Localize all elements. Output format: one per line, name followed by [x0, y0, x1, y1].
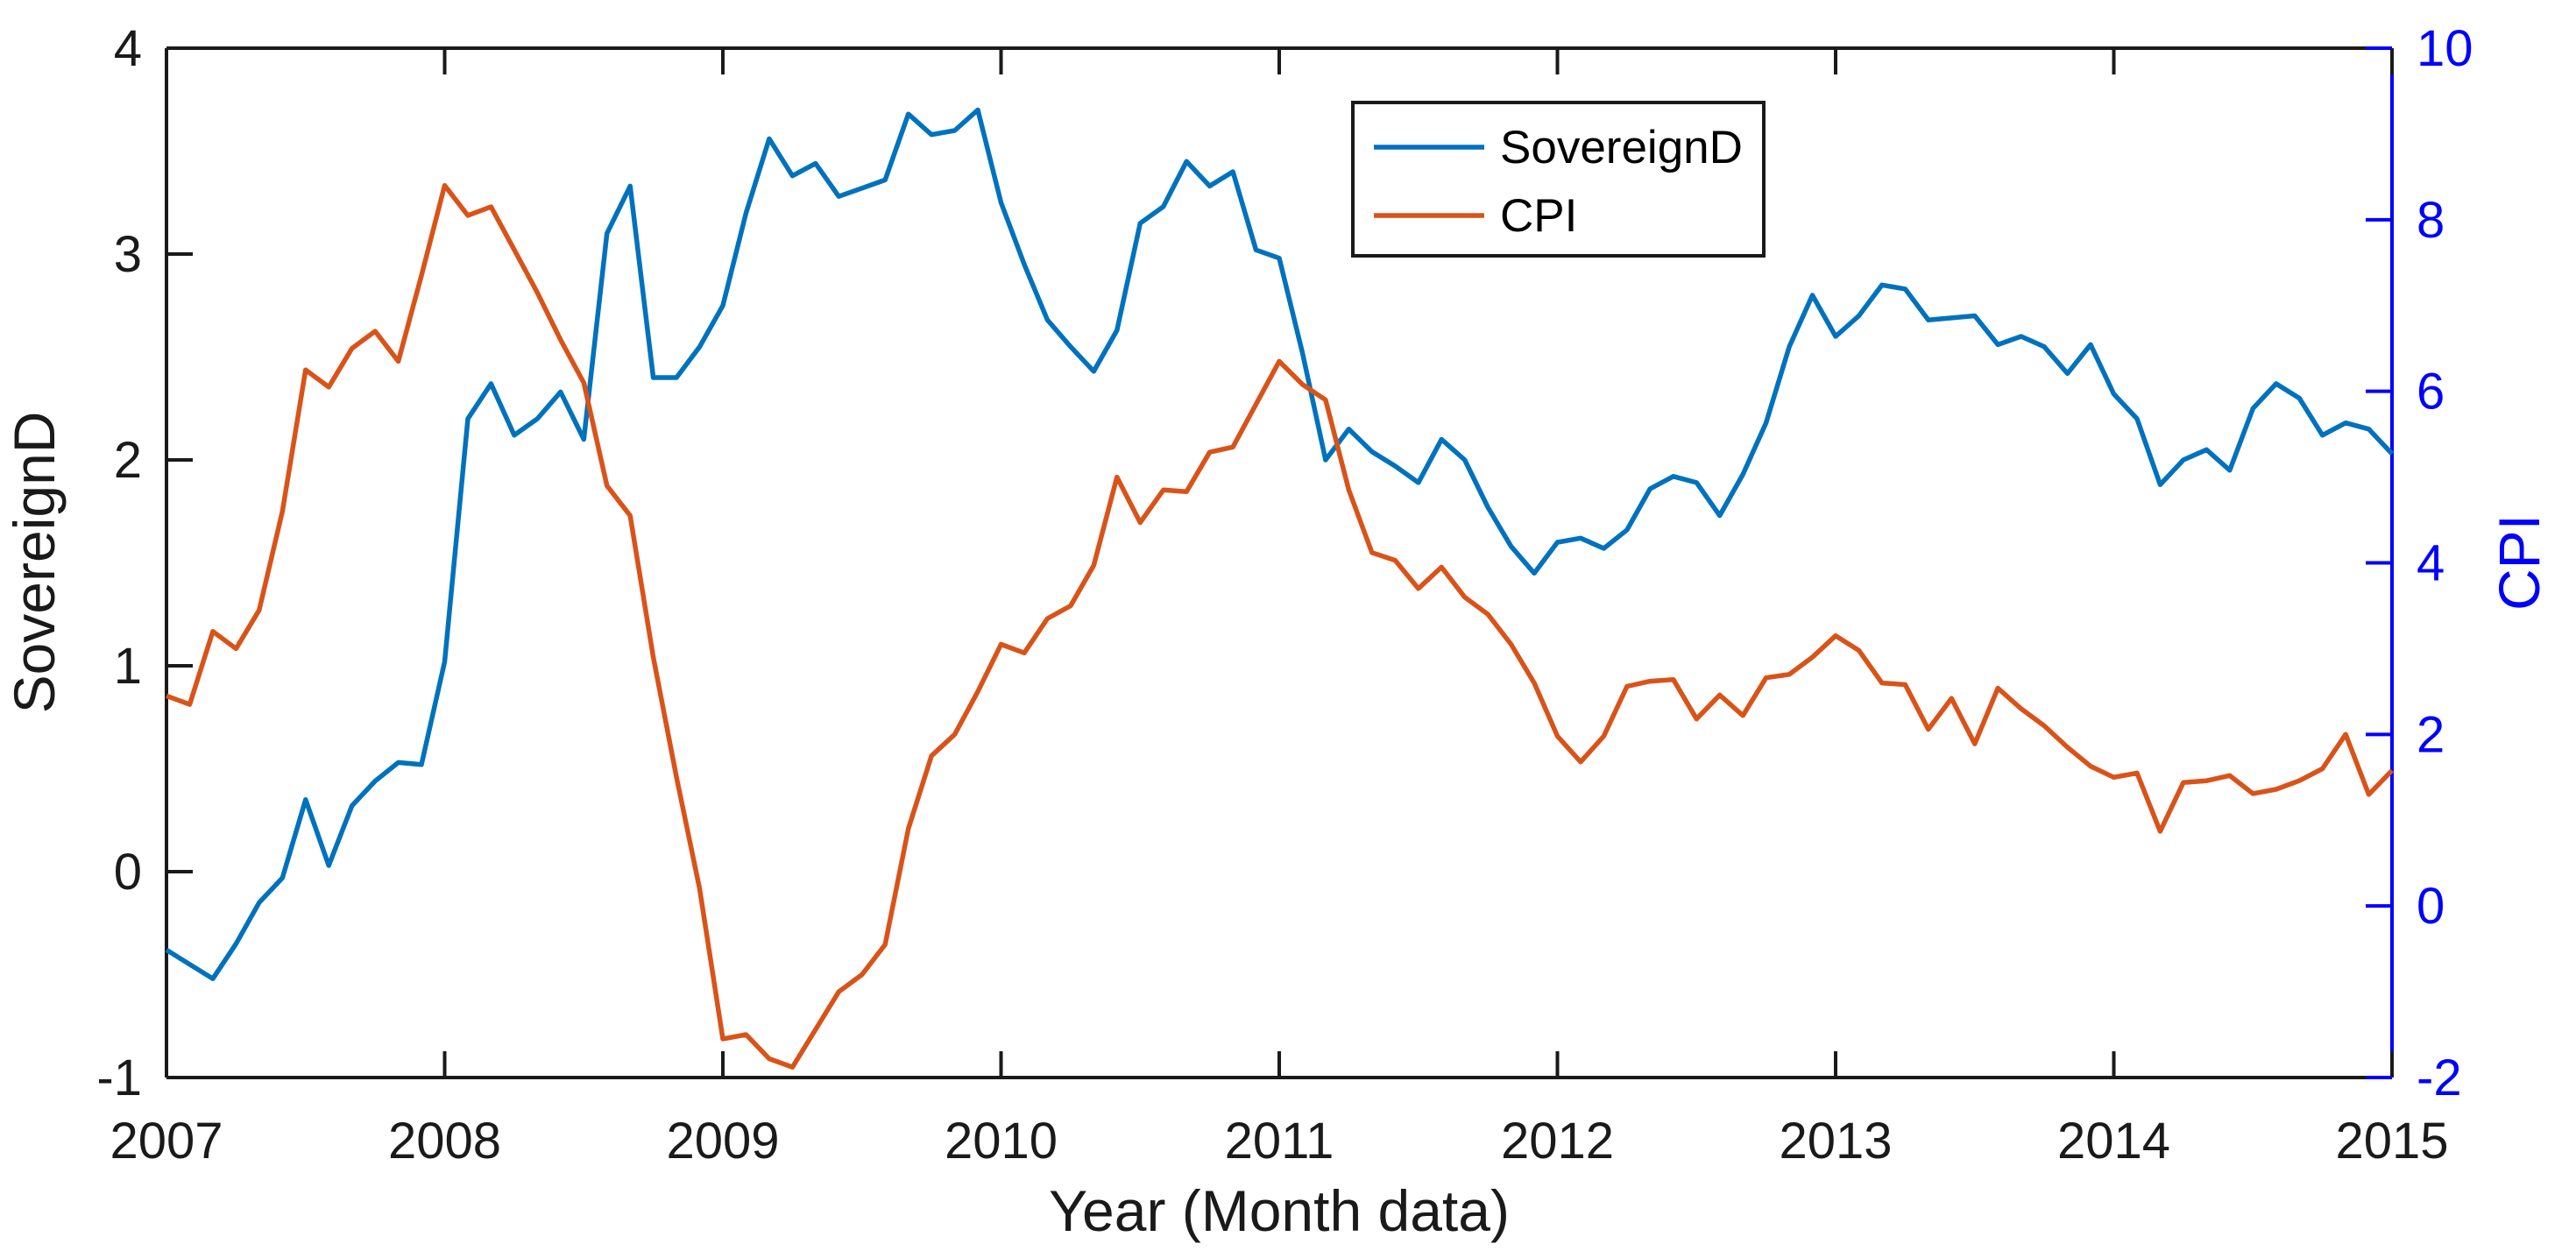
x-tick-label: 2009: [666, 1113, 779, 1170]
y-axis-left-ticks: -1 0 1 2 3 4: [96, 20, 193, 1106]
plot-frame: [165, 46, 2394, 1079]
y-right-tick-label: 4: [2417, 535, 2445, 592]
series-group: [165, 107, 2395, 1070]
sovereignd-line: [165, 107, 2395, 981]
legend-label-cpi: CPI: [1500, 190, 1577, 242]
y-right-tick-label: 0: [2417, 878, 2445, 935]
x-tick-label: 2013: [1779, 1113, 1892, 1170]
cpi-line: [166, 182, 2394, 1070]
x-axis-label: Year (Month data): [1049, 1178, 1510, 1243]
y-left-tick-label: 0: [114, 844, 142, 901]
y-right-tick-label: 2: [2417, 706, 2445, 763]
y-axis-right-ticks: -2 0 2 4 6 8 10: [2366, 20, 2473, 1106]
y-left-tick-label: 1: [114, 638, 142, 695]
y-left-tick-label: 3: [114, 226, 142, 283]
x-tick-label: 2011: [1225, 1113, 1334, 1170]
y-axis-left-label: SovereignD: [2, 412, 67, 714]
x-tick-label: 2010: [945, 1113, 1058, 1170]
y-right-tick-label: 10: [2417, 20, 2473, 77]
x-axis-ticks: 2007 2008 2009 2010 2011 2012 2013 2014 2015: [110, 48, 2449, 1170]
y-right-tick-label: 6: [2417, 364, 2445, 421]
y-left-tick-label: -1: [96, 1050, 142, 1106]
legend: SovereignD CPI: [1351, 101, 1766, 258]
x-tick-label: 2015: [2335, 1113, 2448, 1170]
x-tick-label: 2007: [110, 1113, 223, 1170]
y-axis-right-label: CPI: [2487, 514, 2551, 611]
y-right-tick-label: 8: [2417, 192, 2445, 249]
y-left-tick-label: 2: [114, 432, 142, 489]
y-left-tick-label: 4: [114, 20, 142, 77]
x-tick-label: 2008: [388, 1113, 501, 1170]
x-tick-label: 2014: [2057, 1113, 2170, 1170]
y-right-tick-label: -2: [2417, 1050, 2462, 1106]
legend-box: [1351, 101, 1766, 258]
x-tick-label: 2012: [1501, 1113, 1614, 1170]
legend-label-sovereignd: SovereignD: [1500, 122, 1743, 173]
